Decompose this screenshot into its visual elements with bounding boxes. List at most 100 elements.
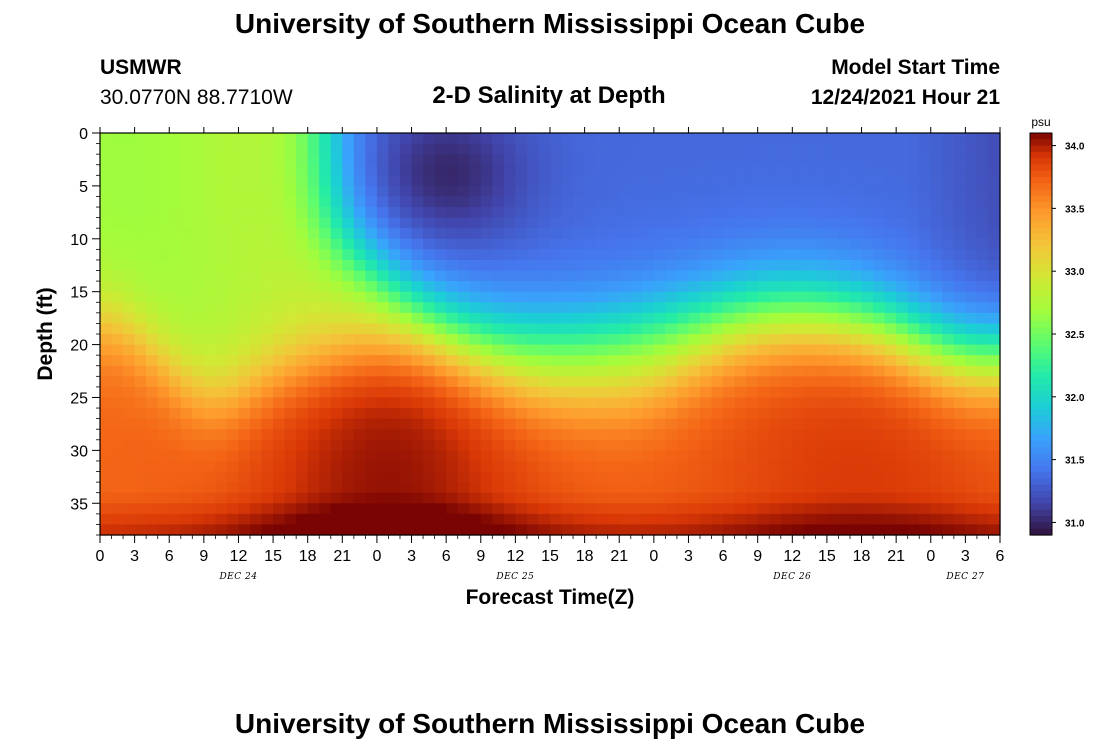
heatmap-cell bbox=[780, 175, 793, 187]
heatmap-cell bbox=[642, 429, 655, 441]
heatmap-cell bbox=[676, 386, 690, 399]
heatmap-cell bbox=[642, 154, 655, 166]
heatmap-cell bbox=[319, 429, 332, 441]
heatmap-cell bbox=[261, 133, 274, 145]
heatmap-cell bbox=[896, 450, 909, 462]
heatmap-cell bbox=[757, 175, 770, 187]
heatmap-cell bbox=[111, 164, 124, 176]
heatmap-cell bbox=[353, 524, 366, 536]
heatmap-cell bbox=[400, 249, 413, 261]
heatmap-cell bbox=[688, 259, 701, 272]
heatmap-cell bbox=[434, 228, 447, 240]
heatmap-cell bbox=[861, 154, 874, 166]
heatmap-cell bbox=[261, 185, 274, 198]
heatmap-cell bbox=[111, 154, 124, 166]
heatmap-cell bbox=[642, 397, 655, 409]
heatmap-cell bbox=[884, 302, 897, 314]
heatmap-cell bbox=[365, 228, 378, 240]
heatmap-cell bbox=[111, 460, 124, 473]
heatmap-cell bbox=[953, 259, 966, 272]
heatmap-cell bbox=[388, 513, 401, 526]
heatmap-cell bbox=[480, 429, 493, 441]
heatmap-cell bbox=[734, 175, 747, 187]
heatmap-cell bbox=[353, 482, 366, 494]
heatmap-cell bbox=[146, 143, 159, 155]
heatmap-cell bbox=[365, 302, 378, 314]
heatmap-cell bbox=[734, 355, 747, 367]
heatmap-cell bbox=[330, 471, 343, 483]
heatmap-cell bbox=[723, 503, 736, 515]
heatmap-cell bbox=[215, 185, 228, 198]
heatmap-cell bbox=[400, 143, 413, 155]
heatmap-cell bbox=[711, 196, 724, 208]
heatmap-cell bbox=[700, 175, 713, 187]
heatmap-cell bbox=[503, 344, 516, 356]
heatmap-cell bbox=[780, 450, 793, 462]
x-tick-label: 0 bbox=[926, 548, 935, 565]
heatmap-cell bbox=[146, 228, 159, 240]
heatmap-cell bbox=[573, 376, 586, 388]
heatmap-cell bbox=[296, 196, 309, 208]
heatmap-cell bbox=[607, 334, 620, 346]
heatmap-cell bbox=[723, 281, 736, 293]
heatmap-cell bbox=[688, 270, 701, 282]
heatmap-cell bbox=[907, 259, 920, 272]
heatmap-cell bbox=[896, 503, 909, 515]
heatmap-cell bbox=[423, 185, 436, 198]
colorbar-swatch bbox=[1030, 459, 1052, 467]
heatmap-cell bbox=[838, 154, 851, 166]
heatmap-cell bbox=[111, 249, 124, 261]
heatmap-cell bbox=[469, 386, 482, 399]
heatmap-cell bbox=[457, 397, 470, 409]
heatmap-cell bbox=[388, 133, 401, 145]
heatmap-cell bbox=[123, 450, 136, 462]
heatmap-cell bbox=[134, 408, 147, 420]
heatmap-cell bbox=[838, 408, 851, 420]
heatmap-cell bbox=[711, 249, 724, 261]
heatmap-cell bbox=[596, 376, 609, 388]
heatmap-cell bbox=[411, 439, 424, 451]
heatmap-cell bbox=[503, 217, 516, 229]
heatmap-cell bbox=[746, 397, 759, 409]
heatmap-cell bbox=[746, 376, 759, 388]
x-tick-label: 21 bbox=[333, 548, 351, 565]
heatmap-cell bbox=[942, 207, 955, 219]
heatmap-cell bbox=[307, 344, 320, 356]
heatmap-cell bbox=[826, 133, 840, 145]
heatmap-cell bbox=[203, 386, 216, 399]
heatmap-cell bbox=[688, 133, 701, 145]
heatmap-cell bbox=[400, 334, 413, 346]
heatmap-cell bbox=[688, 439, 701, 451]
heatmap-cell bbox=[388, 323, 401, 335]
heatmap-cell bbox=[111, 196, 124, 208]
heatmap-cell bbox=[342, 397, 355, 409]
heatmap-cell bbox=[203, 270, 216, 282]
heatmap-cell bbox=[550, 503, 563, 515]
heatmap-cell bbox=[134, 334, 147, 346]
heatmap-cell bbox=[619, 302, 632, 314]
heatmap-cell bbox=[215, 334, 228, 346]
heatmap-cell bbox=[180, 344, 193, 356]
heatmap-cell bbox=[192, 397, 205, 409]
heatmap-cell bbox=[146, 492, 159, 504]
heatmap-cell bbox=[838, 238, 851, 250]
heatmap-cell bbox=[826, 450, 840, 462]
heatmap-cell bbox=[861, 259, 874, 272]
colorbar-swatch bbox=[1030, 421, 1052, 429]
heatmap-cell bbox=[319, 460, 332, 473]
heatmap-cell bbox=[688, 376, 701, 388]
heatmap-cell bbox=[676, 513, 690, 526]
heatmap-cell bbox=[884, 471, 897, 483]
heatmap-cell bbox=[873, 365, 886, 377]
heatmap-cell bbox=[284, 386, 297, 399]
heatmap-cell bbox=[192, 471, 205, 483]
heatmap-cell bbox=[307, 408, 320, 420]
heatmap-cell bbox=[400, 482, 413, 494]
heatmap-cell bbox=[826, 291, 840, 303]
heatmap-cell bbox=[123, 418, 136, 430]
heatmap-cell bbox=[561, 482, 574, 494]
heatmap-cell bbox=[930, 228, 943, 240]
heatmap-cell bbox=[734, 217, 747, 229]
heatmap-cell bbox=[919, 513, 932, 526]
y-tick-label: 5 bbox=[79, 179, 88, 196]
